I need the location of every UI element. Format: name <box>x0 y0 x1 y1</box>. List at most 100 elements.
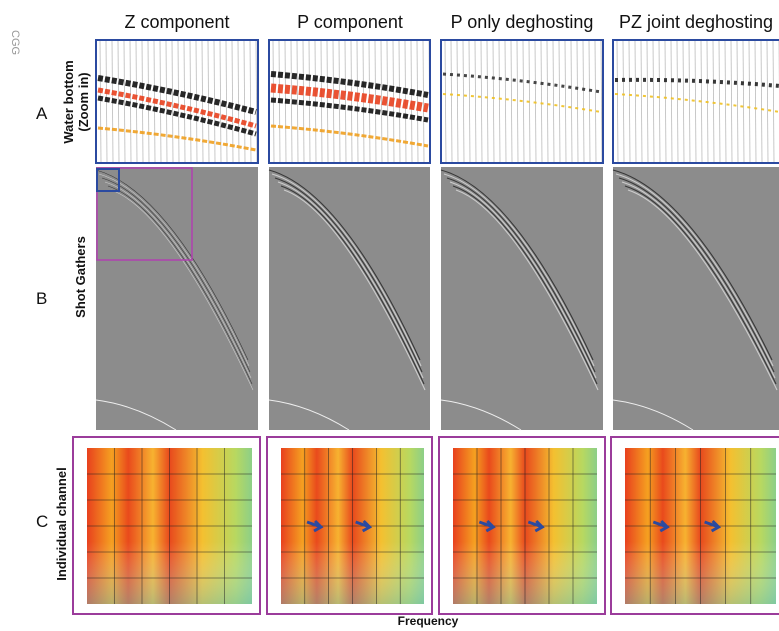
trace <box>444 40 447 163</box>
hyperbola <box>455 189 599 391</box>
arrow <box>306 519 324 533</box>
trace <box>600 40 603 163</box>
zoom-frame <box>268 39 431 164</box>
gather-panel <box>613 167 779 430</box>
trace <box>296 40 299 163</box>
trace <box>766 40 769 163</box>
row-letter: C <box>36 512 48 531</box>
trace <box>576 40 579 163</box>
event <box>97 75 257 115</box>
gather-panel <box>269 167 430 430</box>
trace <box>290 40 293 163</box>
trace <box>386 40 389 163</box>
hyperbola <box>440 169 594 361</box>
hyperbola <box>452 185 598 385</box>
hyperbola <box>268 399 350 431</box>
trace <box>486 40 489 163</box>
trace <box>582 40 585 163</box>
hyperbola <box>446 177 596 373</box>
arrow <box>652 519 670 533</box>
arrow <box>478 519 496 533</box>
trace <box>510 40 513 163</box>
hyperbola <box>107 185 253 385</box>
trace <box>622 40 625 163</box>
trace <box>422 40 425 163</box>
trace <box>534 40 537 163</box>
trace <box>546 40 549 163</box>
hyperbola <box>95 169 249 361</box>
trace <box>616 40 619 163</box>
row-label: Individual channel <box>54 467 69 580</box>
trace <box>652 40 655 163</box>
hyperbola <box>98 173 250 367</box>
trace <box>314 40 317 163</box>
event <box>97 95 257 137</box>
zoom-frame <box>440 39 604 164</box>
trace <box>682 40 685 163</box>
event <box>270 97 429 123</box>
trace <box>468 40 471 163</box>
hyperbola <box>110 189 254 391</box>
trace <box>171 40 174 163</box>
trace <box>688 40 691 163</box>
trace <box>249 40 252 163</box>
trace <box>165 40 168 163</box>
trace <box>195 40 198 163</box>
trace <box>380 40 383 163</box>
panels <box>72 39 779 615</box>
highlight-box <box>96 167 193 261</box>
hyperbola <box>615 173 774 367</box>
trace <box>742 40 745 163</box>
trace <box>772 40 775 163</box>
trace <box>129 40 132 163</box>
hyperbola <box>612 169 773 361</box>
trace <box>664 40 667 163</box>
column-title: P only deghosting <box>451 12 594 32</box>
row-letter: B <box>36 289 47 308</box>
column-title: PZ joint deghosting <box>619 12 773 32</box>
hyperbola <box>274 177 423 373</box>
trace <box>416 40 419 163</box>
hyperbola <box>440 399 522 431</box>
trace <box>344 40 347 163</box>
event <box>270 124 429 148</box>
trace <box>189 40 192 163</box>
trace <box>135 40 138 163</box>
trace <box>522 40 525 163</box>
trace <box>456 40 459 163</box>
trace <box>462 40 465 163</box>
trace <box>634 40 637 163</box>
hyperbola <box>283 189 426 391</box>
trace <box>754 40 757 163</box>
event <box>270 83 429 113</box>
hyperbola <box>95 399 177 431</box>
trace <box>640 40 643 163</box>
trace <box>760 40 763 163</box>
trace <box>658 40 661 163</box>
trace <box>332 40 335 163</box>
row-letter: A <box>36 104 48 123</box>
event <box>270 71 429 98</box>
x-axis-label: Frequency <box>398 614 459 628</box>
trace <box>480 40 483 163</box>
trace <box>255 40 258 163</box>
trace <box>748 40 751 163</box>
zoom-frame <box>612 39 779 164</box>
arrow <box>704 519 722 533</box>
hyperbola <box>449 181 597 379</box>
hyperbola <box>624 185 777 385</box>
event <box>442 93 602 113</box>
event <box>97 126 257 152</box>
trace <box>670 40 673 163</box>
highlight-box <box>96 168 120 192</box>
trace <box>243 40 246 163</box>
gather-panel <box>441 167 603 430</box>
column-title: Z component <box>124 12 229 32</box>
trace <box>646 40 649 163</box>
column-title: P component <box>297 12 403 32</box>
hyperbola <box>104 181 252 379</box>
watermark: CGG <box>9 30 21 55</box>
trace <box>177 40 180 163</box>
trace <box>117 40 120 163</box>
